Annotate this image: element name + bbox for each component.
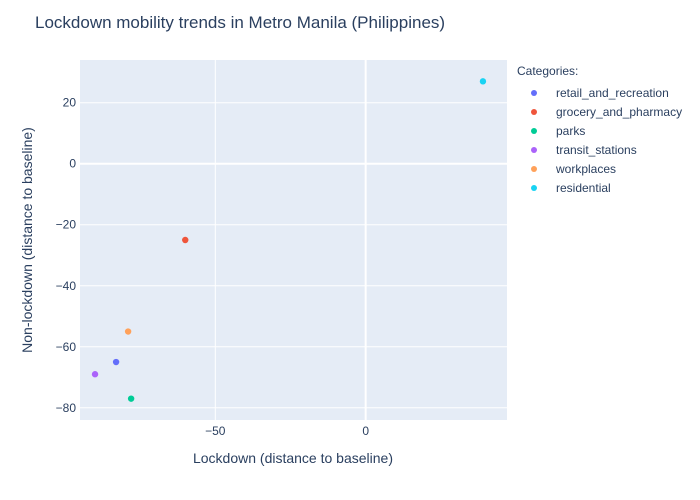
legend-marker [531, 89, 537, 96]
data-point-workplaces[interactable] [124, 328, 132, 335]
legend-item-retail_and_recreation[interactable]: retail_and_recreation [531, 83, 682, 102]
y-tick-label: −20 [56, 218, 77, 232]
plot-area [80, 60, 507, 420]
legend-item-transit_stations[interactable]: transit_stations [531, 140, 682, 159]
legend-label: retail_and_recreation [556, 85, 669, 100]
x-axis-title: Lockdown (distance to baseline) [193, 450, 393, 466]
legend-title: Categories: [517, 64, 579, 78]
data-point-parks[interactable] [127, 395, 135, 402]
grid-lines [80, 60, 507, 420]
y-tick-label: 0 [69, 157, 76, 171]
legend-item-parks[interactable]: parks [531, 121, 682, 140]
legend-items: retail_and_recreation grocery_and_pharmac… [517, 83, 682, 197]
data-point-transit_stations[interactable] [91, 371, 99, 378]
data-point-residential[interactable] [479, 78, 487, 85]
legend-item-residential[interactable]: residential [531, 178, 682, 197]
x-tick-label: 0 [362, 424, 369, 438]
tick-labels: −50 0 −80 −60 −40 −20 0 20 [56, 96, 370, 438]
legend-marker [531, 146, 537, 153]
y-tick-label: −40 [56, 279, 77, 293]
legend-item-workplaces[interactable]: workplaces [531, 159, 682, 178]
y-tick-label: −60 [56, 340, 77, 354]
legend-item-grocery_and_pharmacy[interactable]: grocery_and_pharmacy [531, 102, 682, 121]
legend-label: workplaces [556, 161, 617, 176]
y-axis-title: Non-lockdown (distance to baseline) [19, 127, 35, 353]
data-points [91, 78, 487, 402]
legend-label: grocery_and_pharmacy [556, 104, 683, 119]
legend-label: parks [556, 123, 586, 138]
x-tick-label: −50 [205, 424, 226, 438]
legend-marker [531, 165, 537, 172]
data-point-retail_and_recreation[interactable] [112, 358, 120, 366]
legend-marker [531, 127, 537, 134]
data-point-grocery_and_pharmacy[interactable] [182, 236, 189, 244]
legend-marker [531, 108, 537, 115]
legend-label: transit_stations [556, 142, 637, 157]
y-tick-label: 20 [63, 96, 77, 110]
y-tick-label: −80 [56, 401, 77, 415]
legend-label: residential [556, 180, 611, 195]
chart-title: Lockdown mobility trends in Metro Manila… [35, 13, 446, 32]
legend-marker [531, 184, 537, 191]
